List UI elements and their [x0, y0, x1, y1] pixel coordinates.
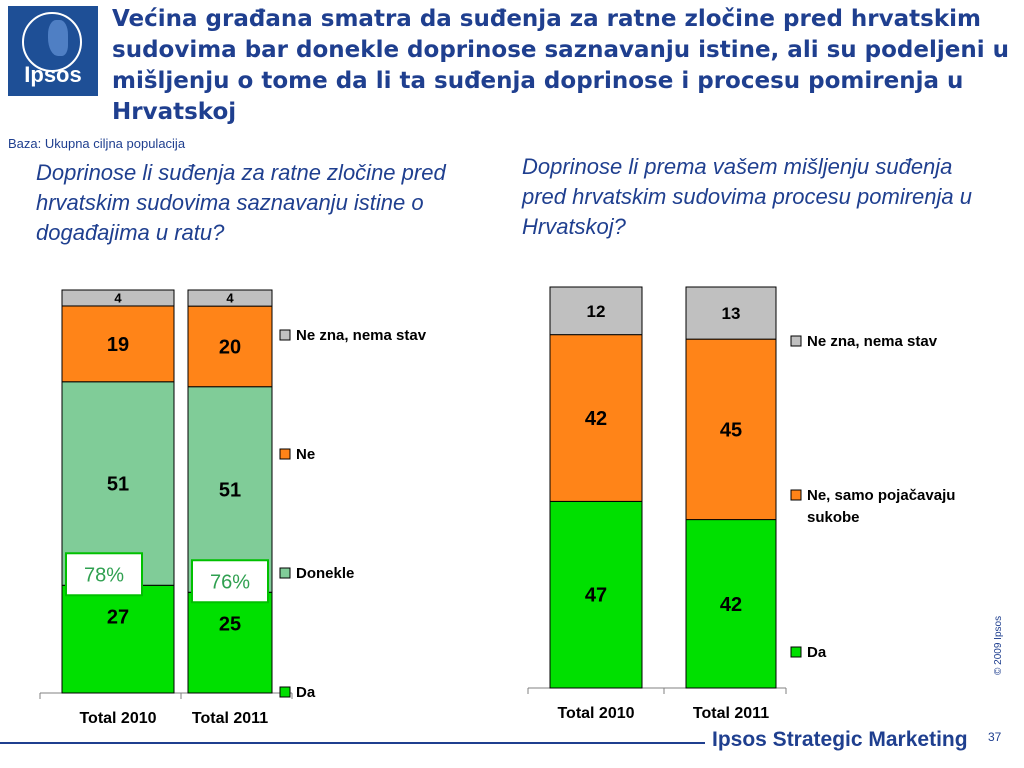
data-label: 13 [722, 304, 741, 323]
data-label: 45 [720, 419, 742, 441]
question-right: Doprinose li prema vašem mišljenju suđen… [522, 154, 972, 239]
x-tick-label: Total 2011 [693, 705, 769, 722]
legend-label: Da [296, 684, 316, 701]
question-left: Doprinose li suđenja za ratne zločine pr… [36, 160, 446, 245]
bar-segment-ne-zna-nema-stav [685, 286, 777, 340]
logo-face-icon [48, 20, 68, 56]
bar-segment-ne-samo-poja-avaju-sukobe [549, 334, 643, 502]
bar-segment-da [61, 584, 175, 694]
legend-swatch [279, 448, 291, 460]
bar-segment-ne-zna-nema-stav [549, 286, 643, 336]
logo-text: Ipsos [24, 62, 82, 87]
data-label: 12 [587, 302, 606, 321]
bar-segment-ne-zna-nema-stav [61, 289, 175, 307]
legend-label-cont: sukobe [807, 509, 860, 526]
legend-swatch [790, 646, 802, 658]
annotation-label: 76% [210, 571, 250, 593]
data-label: 19 [107, 334, 129, 356]
bar-segment-donekle [61, 381, 175, 586]
logo-ring [22, 12, 82, 72]
data-label: 20 [219, 336, 241, 358]
bar-segment-da [685, 519, 777, 689]
footer-divider [0, 742, 705, 744]
bar-segment-da [187, 591, 273, 694]
bar-segment-ne-zna-nema-stav [187, 289, 273, 307]
ipsos-logo: Ipsos [8, 6, 98, 96]
legend-swatch [279, 567, 291, 579]
data-label: 27 [107, 606, 129, 628]
data-label: 51 [107, 474, 129, 496]
legend-label: Ne zna, nema stav [807, 333, 938, 350]
annotation-box [191, 559, 269, 604]
legend-label: Donekle [296, 565, 354, 582]
legend-swatch [279, 686, 291, 698]
legend-label: Da [807, 644, 827, 661]
copyright-text: © 2009 Ipsos [993, 615, 1004, 675]
x-tick-label: Total 2010 [79, 710, 156, 727]
data-label: 47 [585, 585, 607, 607]
bar-segment-ne [187, 305, 273, 388]
x-tick-label: Total 2010 [557, 705, 634, 722]
data-label: 51 [219, 479, 241, 501]
bar-segment-ne [61, 305, 175, 383]
legend-swatch [790, 335, 802, 347]
legend-swatch [790, 489, 802, 501]
base-note: Baza: Ukupna ciljna populacija [8, 136, 186, 151]
footer-brand: Ipsos Strategic Marketing [712, 728, 968, 751]
bar-segment-donekle [187, 386, 273, 593]
annotation-box [65, 552, 143, 597]
legend-label: Ne zna, nema stav [296, 327, 427, 344]
page-number: 37 [988, 730, 1002, 744]
data-label: 4 [114, 291, 122, 306]
x-tick-label: Total 2011 [192, 710, 268, 727]
data-label: 4 [226, 291, 234, 306]
legend-swatch [279, 329, 291, 341]
data-label: 42 [585, 408, 607, 430]
legend-label: Ne, samo pojačavaju [807, 487, 955, 504]
bar-segment-ne-samo-poja-avaju-sukobe [685, 338, 777, 521]
legend-label: Ne [296, 446, 315, 463]
slide-title: Većina građana smatra da suđenja za ratn… [112, 6, 1009, 125]
bar-segment-da [549, 500, 643, 689]
annotation-label: 78% [84, 564, 124, 586]
data-label: 25 [219, 613, 241, 635]
data-label: 42 [720, 594, 742, 616]
